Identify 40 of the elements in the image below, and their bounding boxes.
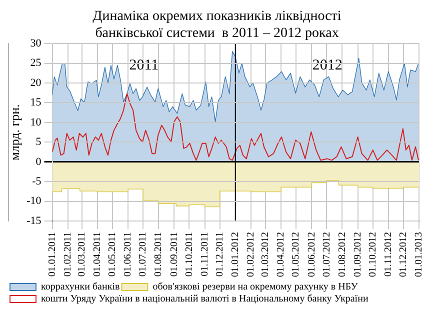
y-tick-label: -10 [26, 195, 42, 208]
y-tick-label: 30 [30, 37, 42, 50]
x-tick-label: 01.06.2012 [306, 232, 318, 277]
legend-label: коррахунки банків [41, 282, 120, 293]
chart-title: Динаміка окремих показників ліквідності банківської системи в 2011 – 2012 роках [92, 9, 342, 41]
x-tick-label: 01.11.2011 [199, 232, 210, 276]
x-tick-label: 01.07.2012 [321, 232, 332, 277]
x-tick-label: 01.04.2012 [276, 232, 287, 277]
y-tick-label: -15 [26, 214, 42, 227]
x-tick-label: 01.07.2011 [138, 232, 149, 277]
x-tick-label: 01.02.2011 [62, 232, 74, 277]
x-tick-label: 01.01.2011 [46, 232, 58, 277]
y-tick-label: 25 [30, 57, 42, 70]
y-tick-label: 0 [36, 156, 42, 168]
x-tick-label: 01.09.2012 [352, 232, 364, 277]
x-tick-label: 01.08.2011 [153, 232, 164, 277]
x-tick-label: 01.05.2011 [107, 232, 118, 277]
x-tick-label: 01.06.2011 [122, 232, 134, 277]
x-tick-label: 01.09.2011 [168, 232, 180, 277]
x-tick-label: 01.12.2012 [398, 232, 410, 277]
x-tick-label: 01.02.2012 [246, 232, 257, 277]
y-tick-label: 5 [36, 136, 42, 148]
y-tick-label: 10 [30, 116, 42, 128]
y-tick-label: 20 [30, 76, 42, 89]
y-tick-label: 15 [30, 96, 42, 109]
x-tick-label: 01.03.2011 [76, 232, 88, 277]
x-tick-label: 01.10.2011 [184, 232, 195, 277]
legend-label: обов'язкові резерви на окремому рахунку в НБУ [152, 282, 359, 293]
x-tick-label: 01.12.2011 [214, 232, 226, 277]
x-tick-label: 01.10.2012 [367, 232, 378, 277]
legend-label: кошти Уряду України в національній валюті в Національному банку України [41, 294, 369, 305]
y-tick-label: -5 [32, 175, 42, 188]
x-tick-label: 01.01.2012 [230, 232, 242, 277]
x-tick-label: 01.05.2012 [290, 232, 302, 277]
x-tick-label: 01.08.2012 [336, 232, 348, 277]
x-tick-label: 01.04.2011 [92, 232, 104, 277]
y-axis-title: млрд. грн. [7, 104, 22, 160]
x-tick-label: 01.01.2013 [414, 232, 425, 277]
x-tick-label: 01.03.2012 [260, 232, 272, 277]
x-tick-label: 01.11.2012 [383, 232, 394, 277]
